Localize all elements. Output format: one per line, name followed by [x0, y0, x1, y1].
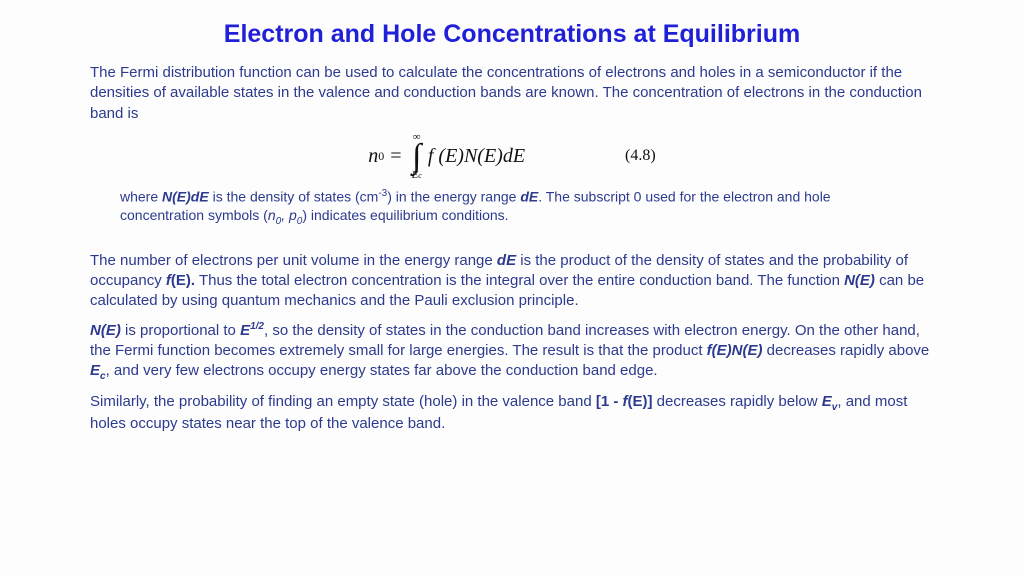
paragraph-3: The number of electrons per unit volume …: [90, 251, 934, 312]
paragraph-5: Similarly, the probability of finding an…: [90, 392, 934, 435]
where-paragraph: where N(E)dE is the density of states (c…: [120, 187, 914, 229]
eq-lhs-sub: 0: [378, 149, 384, 164]
page-title: Electron and Hole Concentrations at Equi…: [90, 20, 934, 49]
int-lower-sub: c: [418, 171, 422, 180]
equation-block: n0 = ∞ ∫ Ec f (E)N(E)dE (4.8): [90, 132, 934, 181]
integrand: f (E)N(E)dE: [428, 145, 525, 168]
integral-sign: ∞ ∫ Ec: [412, 132, 422, 181]
intro-paragraph: The Fermi distribution function can be u…: [90, 63, 934, 124]
equation: n0 = ∞ ∫ Ec f (E)N(E)dE: [368, 132, 525, 181]
equation-number: (4.8): [625, 147, 656, 165]
eq-lhs-var: n: [368, 145, 378, 168]
paragraph-4: N(E) is proportional to E1/2, so the den…: [90, 320, 934, 384]
